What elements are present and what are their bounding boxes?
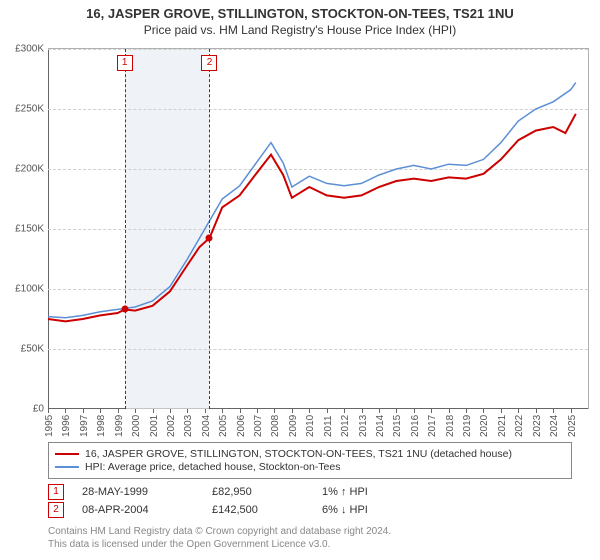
x-tick-label: 2005 <box>218 415 229 437</box>
chart-title: 16, JASPER GROVE, STILLINGTON, STOCKTON-… <box>0 0 600 21</box>
chart-subtitle: Price paid vs. HM Land Registry's House … <box>0 21 600 37</box>
x-tick-label: 2010 <box>305 415 316 437</box>
sale-marker-dot <box>121 306 128 313</box>
x-tick-label: 2016 <box>410 415 421 437</box>
y-tick-label: £250K <box>15 104 44 115</box>
x-tick-label: 2018 <box>445 415 456 437</box>
plot-area: £0£50K£100K£150K£200K£250K£300K199519961… <box>48 48 589 409</box>
sale-delta: 1% ↑ HPI <box>322 486 368 498</box>
sales-table: 1 28-MAY-1999 £82,950 1% ↑ HPI 2 08-APR-… <box>48 482 368 520</box>
y-tick-label: £100K <box>15 284 44 295</box>
sales-row: 1 28-MAY-1999 £82,950 1% ↑ HPI <box>48 484 368 500</box>
sale-date: 08-APR-2004 <box>82 504 212 516</box>
sale-delta: 6% ↓ HPI <box>322 504 368 516</box>
x-tick-label: 2009 <box>288 415 299 437</box>
y-tick-label: £300K <box>15 44 44 55</box>
chart-container: 16, JASPER GROVE, STILLINGTON, STOCKTON-… <box>0 0 600 560</box>
legend-swatch <box>55 453 79 455</box>
x-tick-label: 1998 <box>96 415 107 437</box>
legend-swatch <box>55 466 79 468</box>
x-tick-label: 2001 <box>149 415 160 437</box>
legend-label: HPI: Average price, detached house, Stoc… <box>85 461 340 473</box>
x-tick-label: 2022 <box>514 415 525 437</box>
sale-date: 28-MAY-1999 <box>82 486 212 498</box>
x-tick-label: 1996 <box>61 415 72 437</box>
x-tick-label: 2008 <box>270 415 281 437</box>
x-tick-label: 2020 <box>479 415 490 437</box>
y-tick-label: £0 <box>33 404 44 415</box>
x-tick-label: 2023 <box>532 415 543 437</box>
x-tick-label: 2015 <box>392 415 403 437</box>
legend: 16, JASPER GROVE, STILLINGTON, STOCKTON-… <box>48 442 572 479</box>
sale-marker-box: 2 <box>201 55 217 71</box>
x-tick-label: 2000 <box>131 415 142 437</box>
sale-price: £142,500 <box>212 504 322 516</box>
x-tick-label: 2004 <box>201 415 212 437</box>
x-tick-label: 1997 <box>79 415 90 437</box>
footer-line: Contains HM Land Registry data © Crown c… <box>48 525 391 538</box>
sales-row: 2 08-APR-2004 £142,500 6% ↓ HPI <box>48 502 368 518</box>
sale-marker-box: 1 <box>117 55 133 71</box>
x-tick-label: 2006 <box>236 415 247 437</box>
x-tick-label: 2002 <box>166 415 177 437</box>
sale-marker-icon: 2 <box>48 502 64 518</box>
footer-line: This data is licensed under the Open Gov… <box>48 538 391 551</box>
series-hpi <box>48 83 576 318</box>
x-tick-label: 2024 <box>549 415 560 437</box>
x-tick-label: 2014 <box>375 415 386 437</box>
sale-price: £82,950 <box>212 486 322 498</box>
x-tick-label: 2007 <box>253 415 264 437</box>
sale-marker-dot <box>206 235 213 242</box>
series-price_paid <box>48 114 576 322</box>
y-tick-label: £50K <box>21 344 44 355</box>
footer: Contains HM Land Registry data © Crown c… <box>48 525 391 551</box>
legend-label: 16, JASPER GROVE, STILLINGTON, STOCKTON-… <box>85 448 512 460</box>
x-tick-label: 2011 <box>323 415 334 437</box>
x-tick-label: 2012 <box>340 415 351 437</box>
sale-marker-icon: 1 <box>48 484 64 500</box>
x-tick-label: 2013 <box>358 415 369 437</box>
x-tick-label: 1995 <box>44 415 55 437</box>
y-tick-label: £150K <box>15 224 44 235</box>
x-tick-label: 2019 <box>462 415 473 437</box>
x-tick-label: 2017 <box>427 415 438 437</box>
legend-item: 16, JASPER GROVE, STILLINGTON, STOCKTON-… <box>55 448 565 460</box>
x-tick-label: 2025 <box>567 415 578 437</box>
y-tick-label: £200K <box>15 164 44 175</box>
x-tick-label: 2021 <box>497 415 508 437</box>
legend-item: HPI: Average price, detached house, Stoc… <box>55 461 565 473</box>
x-tick-label: 1999 <box>114 415 125 437</box>
x-tick-label: 2003 <box>183 415 194 437</box>
